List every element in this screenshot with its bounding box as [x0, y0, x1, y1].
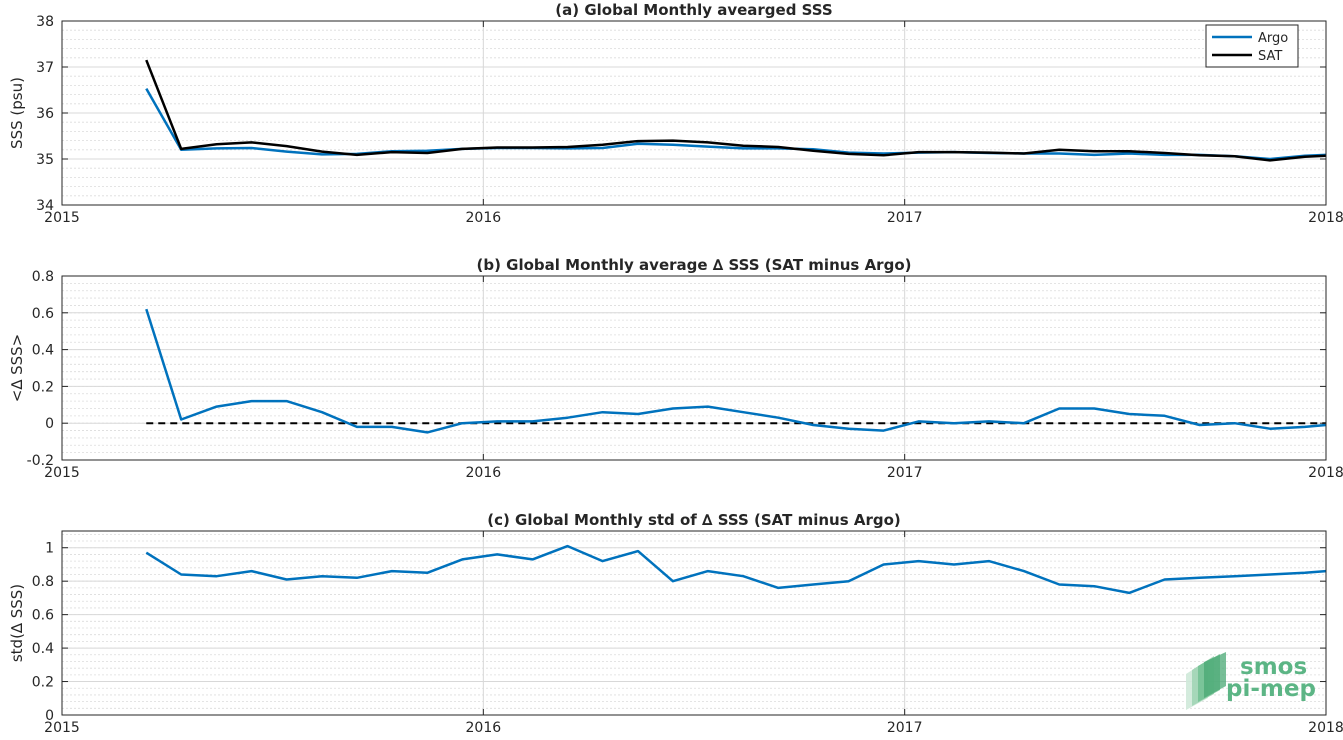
series-line-delta-sss: [145, 544, 1327, 595]
axes-box: [61, 275, 1327, 461]
y-tick-label: 1: [45, 541, 54, 557]
x-tick-label: 2016: [466, 210, 502, 226]
x-tick-label: 2015: [44, 465, 80, 481]
y-tick-label: 37: [36, 60, 54, 76]
panel-1: 2015 2016 2017 2018 34 35 36 37 38 (a) Global Mon…: [8, 1, 1343, 226]
chart-title: (c) Global Monthly std of ∆ SSS (SAT min…: [487, 511, 901, 529]
y-tick-label: 0: [45, 416, 54, 432]
legend-label-sat: SAT: [1258, 49, 1282, 64]
legend-box: [1205, 24, 1299, 68]
x-tick-label: 2017: [887, 210, 923, 226]
series-line-sat: [145, 59, 1327, 162]
panel-3: 2015 2016 2017 2018 0 0.2 0.4 0.6 0.8 1 (c) Global…: [8, 511, 1343, 736]
chart-title: (a) Global Monthly avearged SSS: [555, 1, 832, 19]
panel-2: 2015 2016 2017 2018 -0.2 0 0.2 0.4 0.6 0.8 (b) Glo…: [8, 256, 1343, 481]
y-tick-label: 0.2: [32, 675, 54, 691]
y-tick-label: 0.6: [32, 306, 54, 322]
x-tick-label: 2018: [1308, 465, 1343, 481]
y-tick-label: 0.8: [32, 574, 54, 590]
y-axis-label: SSS (psu): [8, 77, 26, 149]
y-tick-label: 35: [36, 152, 54, 168]
y-tick-label: 0.2: [32, 379, 54, 395]
y-axis-label: std(∆ SSS): [8, 584, 26, 662]
x-tick-label: 2016: [466, 465, 502, 481]
y-axis-label: <∆ SSS>: [8, 334, 26, 403]
logo-text-pi-mep: pi-mep: [1226, 676, 1316, 702]
legend-label-argo: Argo: [1258, 31, 1288, 46]
x-tick-label: 2018: [1308, 210, 1343, 226]
y-tick-label: 34: [36, 198, 54, 214]
x-tick-label: 2015: [44, 720, 80, 736]
y-tick-label: 0.6: [32, 608, 54, 624]
x-tick-label: 2017: [887, 465, 923, 481]
y-tick-label: 0.8: [32, 269, 54, 285]
y-tick-label: -0.2: [27, 453, 54, 469]
smos-pi-mep-logo: smos pi-mep: [1186, 652, 1316, 710]
y-tick-label: 0: [45, 708, 54, 724]
y-tick-label: 36: [36, 106, 54, 122]
y-tick-label: 0.4: [32, 343, 54, 359]
x-tick-label: 2017: [887, 720, 923, 736]
y-tick-label: 38: [36, 14, 54, 30]
y-tick-label: 0.4: [32, 641, 54, 657]
chart-title: (b) Global Monthly average ∆ SSS (SAT mi…: [477, 256, 912, 274]
x-tick-label: 2016: [466, 720, 502, 736]
legend: Argo SAT: [1205, 24, 1299, 68]
series-line-delta-sss: [145, 308, 1327, 434]
x-tick-label: 2018: [1308, 720, 1343, 736]
logo-text-smos: smos: [1240, 654, 1307, 680]
x-tick-label: 2015: [44, 210, 80, 226]
series-line-argo: [145, 87, 1327, 161]
axes-box: [61, 530, 1327, 716]
